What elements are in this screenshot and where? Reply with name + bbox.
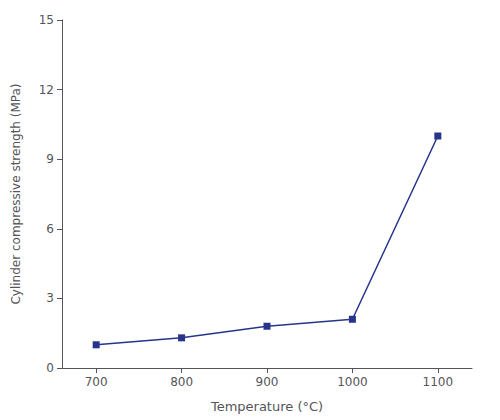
- svg-text:800: 800: [170, 375, 193, 389]
- svg-text:1100: 1100: [423, 375, 454, 389]
- svg-text:900: 900: [256, 375, 279, 389]
- svg-text:6: 6: [46, 222, 54, 236]
- svg-text:1000: 1000: [337, 375, 368, 389]
- svg-text:3: 3: [46, 291, 54, 305]
- svg-text:0: 0: [46, 361, 54, 375]
- svg-text:700: 700: [85, 375, 108, 389]
- svg-text:12: 12: [39, 83, 54, 97]
- svg-text:9: 9: [46, 152, 54, 166]
- svg-text:Cylinder compressive strength: Cylinder compressive strength (MPa): [9, 83, 23, 304]
- svg-text:Temperature (°C): Temperature (°C): [210, 399, 323, 414]
- svg-text:15: 15: [39, 13, 54, 27]
